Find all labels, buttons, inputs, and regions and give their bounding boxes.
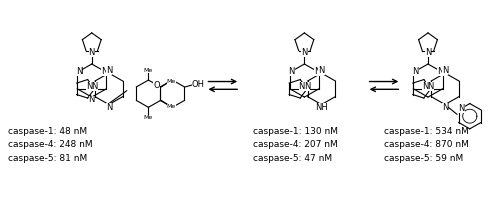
Text: N: N [298,82,305,91]
Text: Me: Me [144,68,153,73]
Text: N: N [86,82,92,91]
Text: N: N [318,66,324,75]
Text: caspase-1: 130 nM
caspase-4: 207 nM
caspase-5: 47 nM: caspase-1: 130 nM caspase-4: 207 nM casp… [253,127,338,163]
Text: NH: NH [315,103,328,112]
Text: N: N [442,103,448,112]
Text: N: N [425,48,431,57]
Text: N: N [304,82,310,91]
Text: N: N [428,82,434,91]
Text: N: N [314,67,320,76]
Text: N: N [458,104,465,113]
Text: N: N [106,66,112,75]
Text: N: N [76,67,82,76]
Text: N: N [438,67,444,76]
Text: N: N [301,48,308,57]
Text: O: O [153,81,160,90]
Text: N: N [288,67,295,76]
Text: caspase-1: 534 nM
caspase-4: 870 nM
caspase-5: 59 nM: caspase-1: 534 nM caspase-4: 870 nM casp… [384,127,468,163]
Text: N: N [76,67,82,76]
Text: N: N [442,66,448,75]
Text: N: N [88,48,95,57]
Text: Me: Me [144,115,153,120]
Text: Me: Me [166,104,176,109]
Text: N: N [92,82,98,91]
Text: N: N [412,67,418,76]
Text: N: N [88,96,95,104]
Text: N: N [101,67,107,76]
Text: caspase-1: 48 nM
caspase-4: 248 nM
caspase-5: 81 nM: caspase-1: 48 nM caspase-4: 248 nM caspa… [8,127,92,163]
Text: N: N [106,103,112,112]
Text: Me: Me [166,79,176,84]
Text: N: N [422,82,428,91]
Text: OH: OH [192,80,204,89]
